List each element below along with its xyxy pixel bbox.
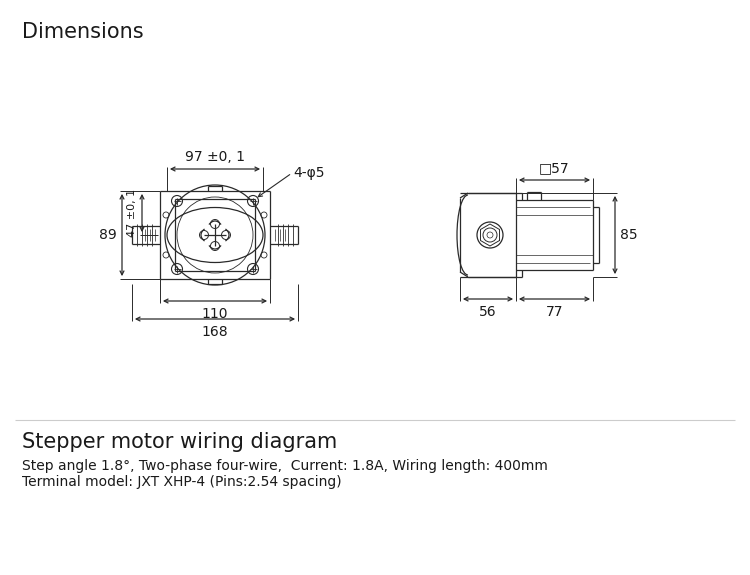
Text: 4-φ5: 4-φ5 (293, 166, 325, 180)
Text: 56: 56 (479, 305, 496, 319)
Text: 110: 110 (202, 307, 228, 321)
Text: Step angle 1.8°, Two-phase four-wire,  Current: 1.8A, Wiring length: 400mm: Step angle 1.8°, Two-phase four-wire, Cu… (22, 459, 548, 473)
Text: 47 ±0, 1: 47 ±0, 1 (127, 189, 137, 237)
Text: 77: 77 (546, 305, 563, 319)
Text: Terminal model: JXT XHP-4 (Pins:2.54 spacing): Terminal model: JXT XHP-4 (Pins:2.54 spa… (22, 475, 341, 489)
Text: 85: 85 (620, 228, 638, 242)
Text: 168: 168 (202, 325, 228, 339)
Text: Stepper motor wiring diagram: Stepper motor wiring diagram (22, 432, 338, 452)
Text: 97 ±0, 1: 97 ±0, 1 (185, 150, 245, 164)
Text: □57: □57 (539, 161, 570, 175)
Text: Dimensions: Dimensions (22, 22, 144, 42)
Text: 89: 89 (99, 228, 117, 242)
